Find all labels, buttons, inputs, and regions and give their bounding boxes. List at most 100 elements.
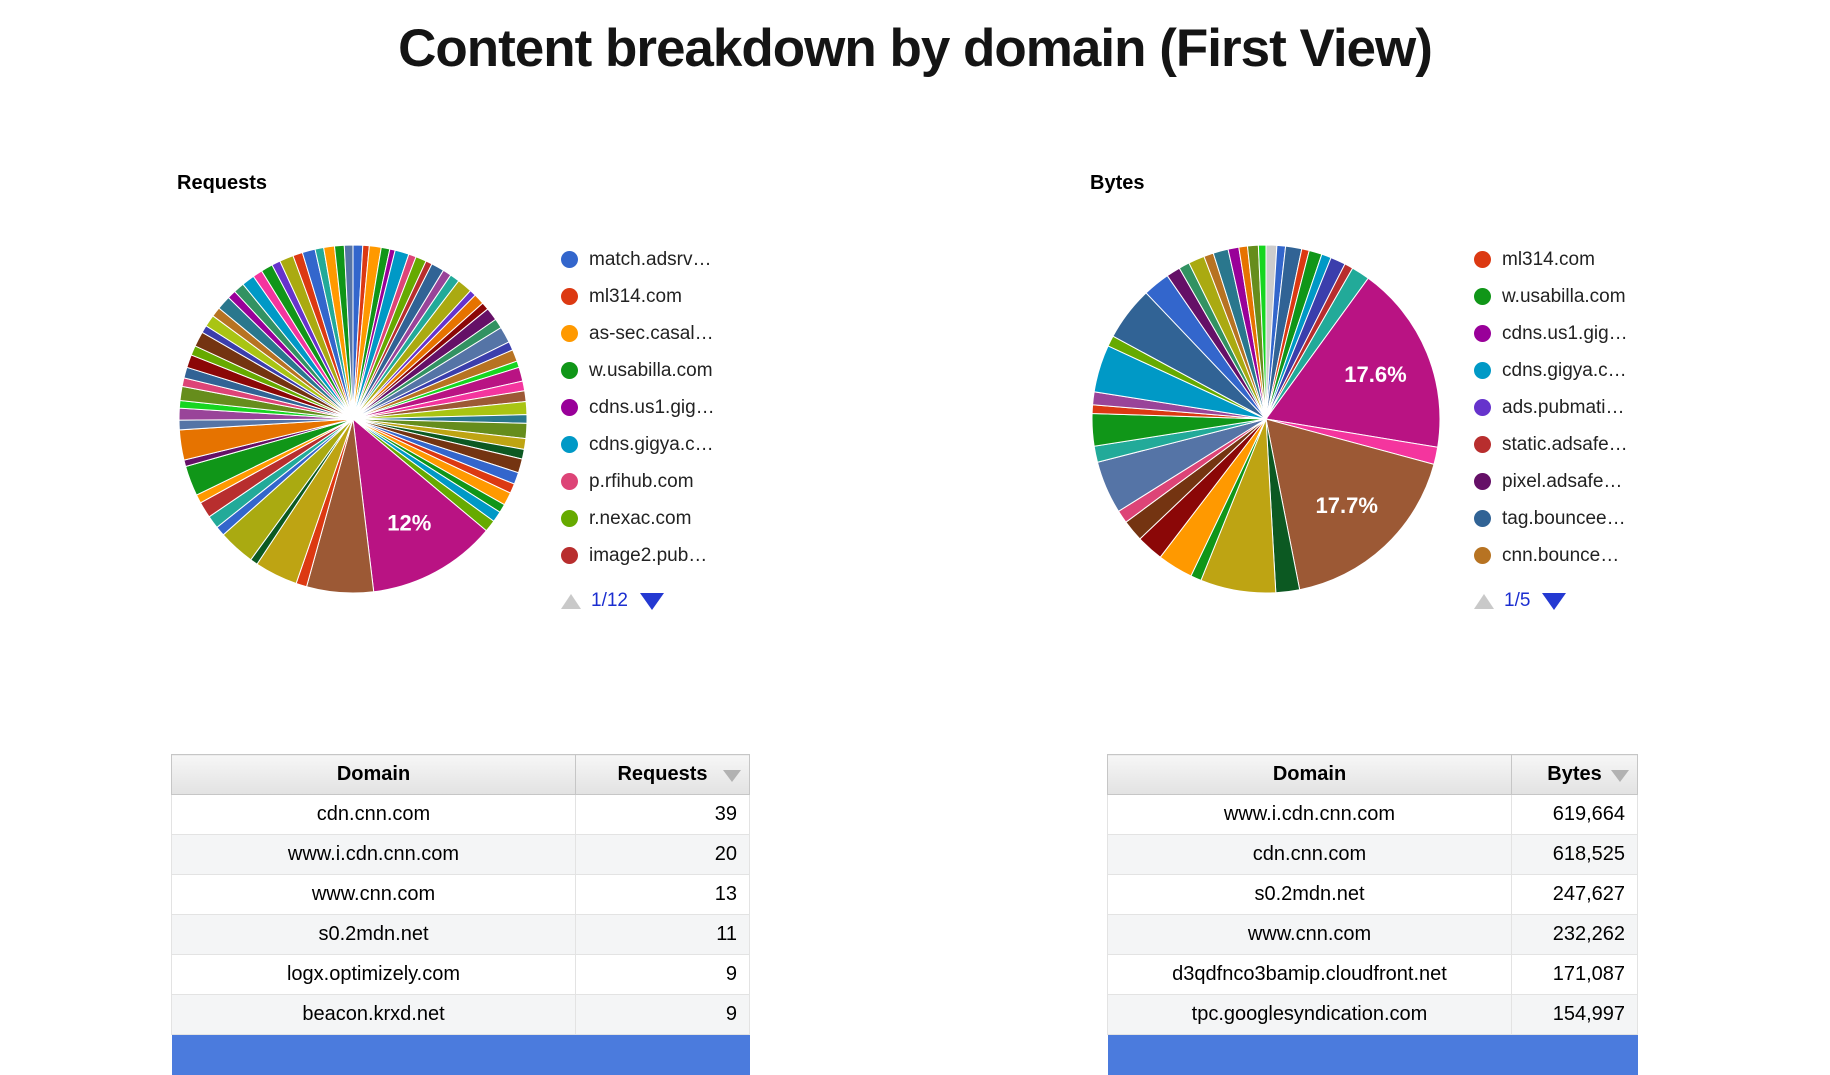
value-cell: 619,664 bbox=[1511, 794, 1638, 835]
column-header-label: Domain bbox=[336, 763, 411, 785]
pie-slice[interactable] bbox=[352, 417, 488, 593]
table-row[interactable]: tpc.googlesyndication.com 154,997 bbox=[1107, 994, 1638, 1035]
column-header-domain[interactable]: Domain bbox=[1107, 754, 1512, 795]
sort-descending-icon[interactable] bbox=[723, 769, 741, 782]
legend-item[interactable]: ads.pubmati… bbox=[1474, 389, 1628, 426]
pie-slice[interactable] bbox=[343, 244, 354, 420]
legend-item-label: ml314.com bbox=[589, 285, 682, 307]
legend-swatch-icon bbox=[561, 510, 578, 527]
domain-cell: cdn.cnn.com bbox=[171, 794, 576, 835]
table-row[interactable]: s0.2mdn.net 11 bbox=[171, 914, 750, 955]
bytes-legend: ml314.com w.usabilla.com cdns.us1.gig… cdns… bbox=[1474, 239, 1628, 612]
legend-item-label: cdns.gigya.c… bbox=[589, 433, 714, 455]
requests-legend: match.adsrv… ml314.com as-sec.casal… w.usab… bbox=[561, 239, 715, 612]
legend-page-down-icon[interactable] bbox=[639, 592, 664, 610]
legend-item-label: ads.pubmati… bbox=[1502, 396, 1625, 418]
column-header-label: Domain bbox=[1272, 763, 1347, 785]
sort-descending-icon[interactable] bbox=[1611, 769, 1629, 782]
bytes-table-header: Domain Bytes bbox=[1107, 754, 1638, 795]
legend-item[interactable]: match.adsrv… bbox=[561, 241, 715, 278]
legend-item-label: w.usabilla.com bbox=[1502, 285, 1626, 307]
legend-item-label: w.usabilla.com bbox=[589, 359, 713, 381]
requests-chart-area: 12% match.adsrv… ml314.com as-sec.casal… w.… bbox=[173, 239, 893, 612]
table-row[interactable]: www.cnn.com 232,262 bbox=[1107, 914, 1638, 955]
legend-item[interactable]: w.usabilla.com bbox=[1474, 278, 1628, 315]
legend-page-up-icon bbox=[1474, 593, 1494, 609]
selected-row-partial[interactable] bbox=[1107, 1034, 1638, 1075]
domain-cell: d3qdfnco3bamip.cloudfront.net bbox=[1107, 954, 1512, 995]
legend-item-label: r.nexac.com bbox=[589, 507, 692, 529]
bytes-chart-title: Bytes bbox=[1090, 172, 1145, 194]
table-row[interactable]: www.i.cdn.cnn.com 20 bbox=[171, 834, 750, 875]
requests-chart-section: Requests 12% match.adsrv… ml314.com as-sec… bbox=[173, 172, 893, 612]
legend-page-down-icon[interactable] bbox=[1542, 592, 1567, 610]
legend-item[interactable]: static.adsafe… bbox=[1474, 426, 1628, 463]
legend-swatch-icon bbox=[1474, 473, 1491, 490]
legend-item[interactable]: cdns.gigya.c… bbox=[1474, 352, 1628, 389]
table-row[interactable]: s0.2mdn.net 247,627 bbox=[1107, 874, 1638, 915]
value-cell: 247,627 bbox=[1511, 874, 1638, 915]
legend-swatch-icon bbox=[1474, 547, 1491, 564]
domain-cell: beacon.krxd.net bbox=[171, 994, 576, 1035]
legend-pager: 1/12 bbox=[561, 590, 715, 612]
legend-swatch-icon bbox=[1474, 399, 1491, 416]
column-header-label: Bytes bbox=[1547, 763, 1602, 785]
legend-item[interactable]: p.rfihub.com bbox=[561, 463, 715, 500]
domain-cell: s0.2mdn.net bbox=[1107, 874, 1512, 915]
domain-cell: s0.2mdn.net bbox=[171, 914, 576, 955]
domain-cell: cdn.cnn.com bbox=[1107, 834, 1512, 875]
legend-page-up-icon bbox=[561, 593, 581, 609]
requests-table-header: Domain Requests bbox=[171, 754, 750, 795]
bytes-pie-chart[interactable]: 17.6%17.7% bbox=[1086, 239, 1446, 599]
domain-cell: www.cnn.com bbox=[1107, 914, 1512, 955]
pie-slice[interactable] bbox=[1265, 418, 1435, 591]
table-row[interactable]: logx.optimizely.com 9 bbox=[171, 954, 750, 995]
legend-item[interactable]: cnn.bounce… bbox=[1474, 537, 1628, 574]
bytes-table: Domain Bytes www.i.cdn.cnn.com 619,664 cdn… bbox=[1107, 754, 1638, 1075]
legend-item[interactable]: image2.pub… bbox=[561, 537, 715, 574]
legend-swatch-icon bbox=[1474, 436, 1491, 453]
legend-swatch-icon bbox=[1474, 251, 1491, 268]
legend-swatch-icon bbox=[561, 399, 578, 416]
legend-item[interactable]: tag.bouncee… bbox=[1474, 500, 1628, 537]
legend-item[interactable]: cdns.us1.gig… bbox=[561, 389, 715, 426]
value-cell: 9 bbox=[575, 994, 750, 1035]
legend-item[interactable]: cdns.us1.gig… bbox=[1474, 315, 1628, 352]
pie-slice[interactable] bbox=[1257, 244, 1267, 420]
selected-row-partial[interactable] bbox=[171, 1034, 750, 1075]
domain-cell: www.cnn.com bbox=[171, 874, 576, 915]
column-header-bytes[interactable]: Bytes bbox=[1511, 754, 1638, 795]
requests-pie-chart[interactable]: 12% bbox=[173, 239, 533, 599]
table-row[interactable]: beacon.krxd.net 9 bbox=[171, 994, 750, 1035]
legend-swatch-icon bbox=[561, 473, 578, 490]
legend-item[interactable]: ml314.com bbox=[561, 278, 715, 315]
legend-item-label: tag.bouncee… bbox=[1502, 507, 1626, 529]
legend-item[interactable]: pixel.adsafe… bbox=[1474, 463, 1628, 500]
legend-swatch-icon bbox=[1474, 325, 1491, 342]
table-row[interactable]: cdn.cnn.com 618,525 bbox=[1107, 834, 1638, 875]
legend-item[interactable]: w.usabilla.com bbox=[561, 352, 715, 389]
table-row[interactable]: cdn.cnn.com 39 bbox=[171, 794, 750, 835]
legend-item[interactable]: r.nexac.com bbox=[561, 500, 715, 537]
legend-item[interactable]: cdns.gigya.c… bbox=[561, 426, 715, 463]
table-row[interactable]: d3qdfnco3bamip.cloudfront.net 171,087 bbox=[1107, 954, 1638, 995]
pie-slice[interactable] bbox=[1265, 277, 1441, 448]
value-cell: 20 bbox=[575, 834, 750, 875]
table-row[interactable]: www.cnn.com 13 bbox=[171, 874, 750, 915]
column-header-requests[interactable]: Requests bbox=[575, 754, 750, 795]
legend-item-label: cdns.us1.gig… bbox=[1502, 322, 1628, 344]
legend-item[interactable]: ml314.com bbox=[1474, 241, 1628, 278]
legend-swatch-icon bbox=[561, 547, 578, 564]
legend-swatch-icon bbox=[561, 251, 578, 268]
column-header-domain[interactable]: Domain bbox=[171, 754, 576, 795]
requests-chart-title: Requests bbox=[177, 172, 268, 194]
legend-item[interactable]: as-sec.casal… bbox=[561, 315, 715, 352]
page-title: Content breakdown by domain (First View) bbox=[398, 19, 1433, 78]
legend-item-label: match.adsrv… bbox=[589, 248, 712, 270]
column-header-label: Requests bbox=[617, 763, 708, 785]
legend-item-label: image2.pub… bbox=[589, 544, 708, 566]
legend-pager: 1/5 bbox=[1474, 590, 1628, 612]
table-row[interactable]: www.i.cdn.cnn.com 619,664 bbox=[1107, 794, 1638, 835]
value-cell: 232,262 bbox=[1511, 914, 1638, 955]
legend-swatch-icon bbox=[561, 436, 578, 453]
